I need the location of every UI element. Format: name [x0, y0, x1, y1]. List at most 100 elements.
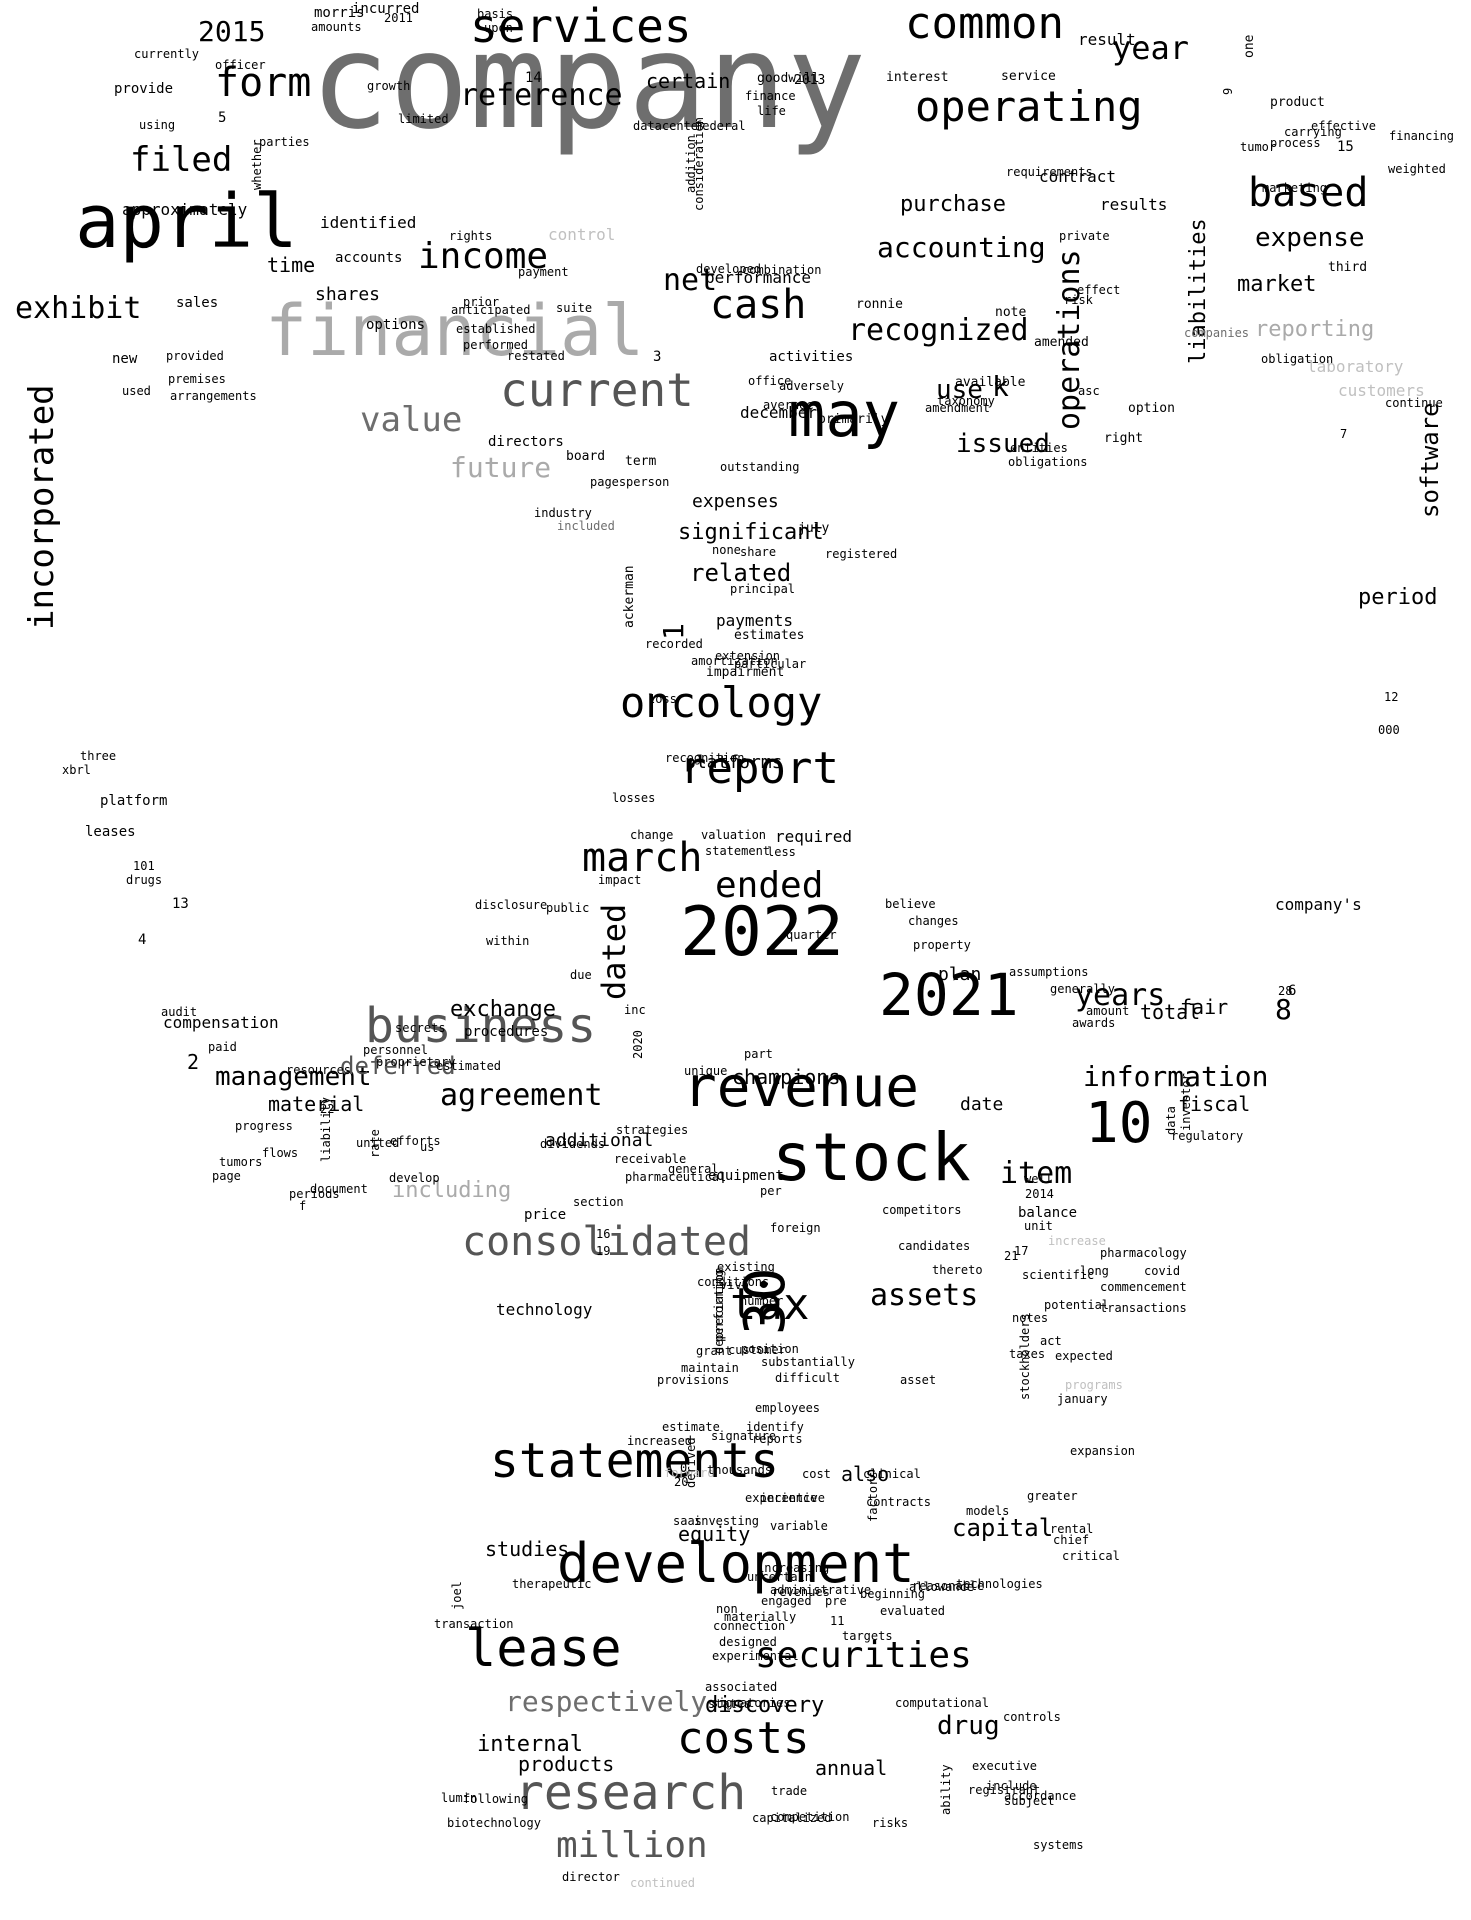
word-new: new	[112, 350, 138, 367]
word-service: service	[1001, 68, 1056, 84]
word-time: time	[267, 253, 316, 277]
word-biotechnology: biotechnology	[447, 1816, 541, 1831]
word-outstanding: outstanding	[720, 460, 800, 475]
word-principal: principal	[730, 582, 796, 597]
word-associated: associated	[705, 1680, 778, 1695]
word-unit: unit	[1024, 1219, 1053, 1234]
word-paid: paid	[208, 1040, 237, 1055]
word-board: board	[566, 448, 606, 464]
word-technology: technology	[496, 1300, 593, 1320]
word-using: using	[139, 118, 176, 133]
word-within: within	[486, 934, 530, 949]
word-statements: statements	[490, 1432, 779, 1489]
word-section: section	[573, 1195, 624, 1210]
word-provisions: provisions	[657, 1373, 730, 1388]
word-company: company	[310, 5, 867, 160]
word-exchange: exchange	[450, 997, 556, 1023]
word-performance: performance	[705, 268, 811, 288]
word-critical: critical	[1062, 1549, 1120, 1564]
word-annual: annual	[815, 1756, 888, 1780]
word-year: year	[1112, 29, 1190, 68]
word-financial: financial	[265, 290, 645, 372]
word-option: option	[1128, 400, 1175, 416]
word-administrative: administrative	[770, 1583, 872, 1598]
word-plan: plan	[938, 963, 982, 985]
word-2020: 2020	[631, 1030, 645, 1059]
word-2014: 2014	[1025, 1187, 1054, 1202]
word-report: report	[680, 742, 839, 794]
word-requirements: requirements	[1006, 165, 1093, 180]
word-april: april	[75, 178, 298, 265]
word-fair: fair	[1180, 995, 1229, 1019]
word-drug: drug	[937, 1711, 1000, 1742]
word-connection: connection	[713, 1619, 786, 1634]
word-equity: equity	[678, 1522, 751, 1546]
word-following: following	[463, 1792, 529, 1807]
word-market: market	[1237, 272, 1317, 298]
word-finance: finance	[745, 89, 796, 104]
word-arrangements: arrangements	[170, 389, 257, 404]
word-computational: computational	[895, 1696, 989, 1711]
word-customer: customer	[728, 1343, 786, 1358]
word-thereto: thereto	[932, 1263, 983, 1278]
word-transactions: transactions	[1100, 1301, 1187, 1316]
word-required: required	[775, 827, 853, 847]
word-losses: losses	[612, 791, 656, 806]
word-designed: designed	[719, 1635, 777, 1650]
word-5: 5	[218, 109, 227, 126]
word-well: well	[1024, 1172, 1053, 1187]
word-strategies: strategies	[616, 1123, 689, 1138]
word-unique: unique	[684, 1064, 728, 1079]
word-companies: companies	[1184, 326, 1250, 341]
word-audit: audit	[161, 1005, 198, 1020]
word-including: including	[392, 1178, 512, 1204]
word-lease: lease	[465, 1619, 622, 1680]
word-identify: identify	[746, 1420, 804, 1435]
word-obligation: obligation	[1261, 352, 1334, 367]
word-reporting: reporting	[1255, 317, 1375, 343]
word-less: less	[767, 845, 796, 860]
word-receivable: receivable	[614, 1152, 687, 1167]
word-respectively: respectively	[505, 1684, 708, 1718]
word-substantially: substantially	[761, 1355, 855, 1370]
word-2011: 2011	[384, 11, 413, 26]
word-date: date	[960, 1093, 1004, 1115]
word-incentive: incentive	[760, 1491, 826, 1506]
word-stockholders: stockholders	[1018, 1313, 1032, 1400]
word-form: form	[215, 60, 312, 106]
word-company-s: company's	[1275, 895, 1362, 915]
word-customers: customers	[1338, 381, 1425, 401]
word-impact: impact	[598, 873, 642, 888]
word-non: non	[716, 1602, 738, 1617]
word-life: life	[757, 104, 786, 119]
word-joel: joel	[450, 1581, 464, 1610]
word-increase: increase	[1048, 1234, 1106, 1249]
word-progress: progress	[235, 1119, 293, 1134]
word-2: 2	[187, 1050, 200, 1074]
word-commencement: commencement	[1100, 1280, 1187, 1295]
word-anticipated: anticipated	[451, 303, 531, 318]
word-difficult: difficult	[775, 1371, 841, 1386]
word-20: 20	[674, 1475, 689, 1490]
word-sales: sales	[176, 294, 219, 311]
word-pharmacology: pharmacology	[1100, 1246, 1187, 1261]
word-2015: 2015	[198, 14, 266, 48]
word-tumors: tumors	[219, 1155, 263, 1170]
word-one: one	[1242, 34, 1257, 58]
word-laboratory: laboratory	[1307, 357, 1404, 377]
word-directors: directors	[488, 433, 564, 450]
word-amortization: amortization	[691, 654, 778, 669]
word-rights: rights	[449, 229, 493, 244]
word-research: research	[515, 1764, 747, 1821]
word-identified: identified	[320, 213, 417, 233]
word-years: years	[1075, 978, 1166, 1013]
word-agreement: agreement	[440, 1078, 603, 1113]
word-adversely: adversely	[779, 379, 845, 394]
word-reasonable: reasonable	[912, 1579, 985, 1594]
word-secrets: secrets	[395, 1021, 446, 1036]
word-15: 15	[1337, 138, 1354, 155]
word-common: common	[905, 0, 1064, 49]
word-risks: risks	[872, 1816, 909, 1831]
word-personnel: personnel	[363, 1043, 429, 1058]
word-weighted: weighted	[1388, 162, 1446, 177]
